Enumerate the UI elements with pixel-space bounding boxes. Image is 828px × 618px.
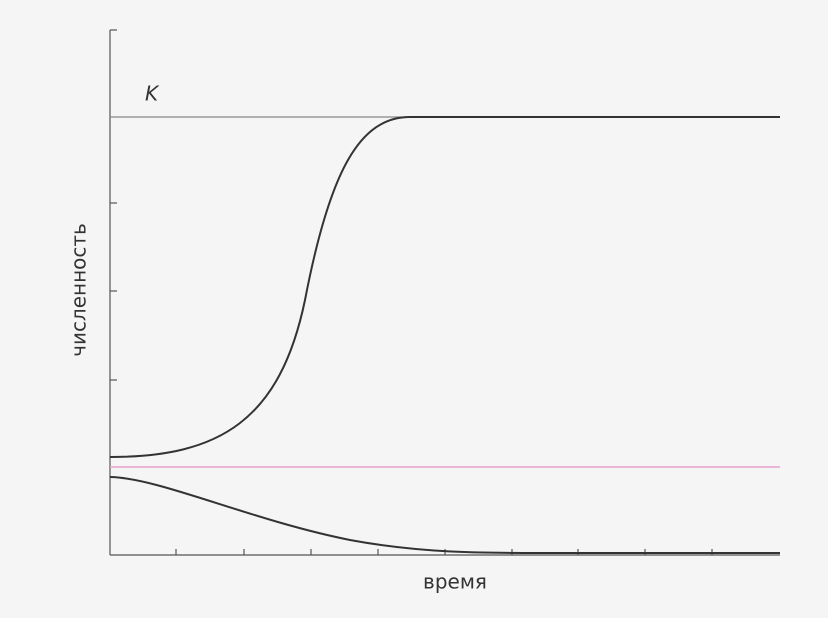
x-axis-label: время — [423, 570, 487, 594]
decline-curve — [109, 476, 780, 554]
growth-curve — [109, 116, 780, 458]
k-label: K — [145, 82, 160, 106]
y-axis-label: численность — [67, 223, 91, 357]
